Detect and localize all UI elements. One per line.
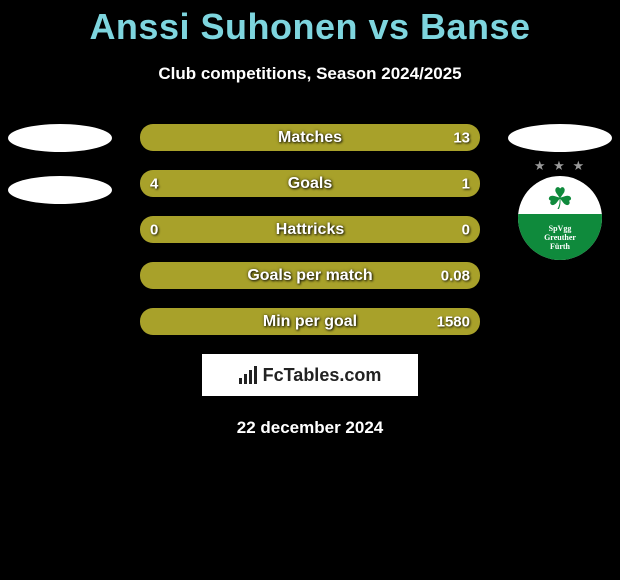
bar-row: Matches 13 [140, 124, 480, 151]
page-title: Anssi Suhonen vs Banse [0, 0, 620, 48]
club-circle: ☘ SpVgg Greuther Fürth [518, 176, 602, 260]
bar-chart-icon [239, 366, 257, 384]
left-player-badge-2 [8, 176, 112, 204]
club-stars-icon: ★ ★ ★ [518, 158, 602, 174]
right-player-badge-1 [508, 124, 612, 152]
branding-label: FcTables.com [239, 365, 382, 386]
clover-icon: ☘ [547, 185, 574, 215]
right-player-club-badge: ★ ★ ★ ☘ SpVgg Greuther Fürth [518, 176, 602, 260]
page-subtitle: Club competitions, Season 2024/2025 [0, 64, 620, 84]
right-player-badges: ★ ★ ★ ☘ SpVgg Greuther Fürth [500, 124, 620, 260]
bar-label: Hattricks [276, 221, 344, 239]
bar-value-right: 0.08 [441, 267, 470, 284]
page-date: 22 december 2024 [0, 418, 620, 438]
bar-value-right: 13 [453, 129, 470, 146]
bar-label: Min per goal [263, 313, 357, 331]
bar-value-left: 4 [150, 175, 158, 192]
bar-value-right: 0 [462, 221, 470, 238]
bar-label: Goals per match [247, 267, 372, 285]
bar-rows-container: Matches 13 Goals 4 1 Hattricks 0 0 Goals per mat… [140, 124, 480, 335]
club-badge-text: SpVgg Greuther Fürth [518, 224, 602, 251]
bar-row: Goals per match 0.08 [140, 262, 480, 289]
branding-box: FcTables.com [202, 354, 418, 396]
branding-text: FcTables.com [263, 365, 382, 386]
bar-left-fill [140, 170, 402, 197]
bar-row: Min per goal 1580 [140, 308, 480, 335]
comparison-chart: ★ ★ ★ ☘ SpVgg Greuther Fürth Matches 13 Go… [0, 124, 620, 335]
bar-value-right: 1580 [437, 313, 470, 330]
bar-label: Goals [288, 175, 332, 193]
bar-value-right: 1 [462, 175, 470, 192]
left-player-badge-1 [8, 124, 112, 152]
bar-row: Goals 4 1 [140, 170, 480, 197]
bar-row: Hattricks 0 0 [140, 216, 480, 243]
bar-label: Matches [278, 129, 342, 147]
left-player-badges [0, 124, 120, 228]
bar-value-left: 0 [150, 221, 158, 238]
